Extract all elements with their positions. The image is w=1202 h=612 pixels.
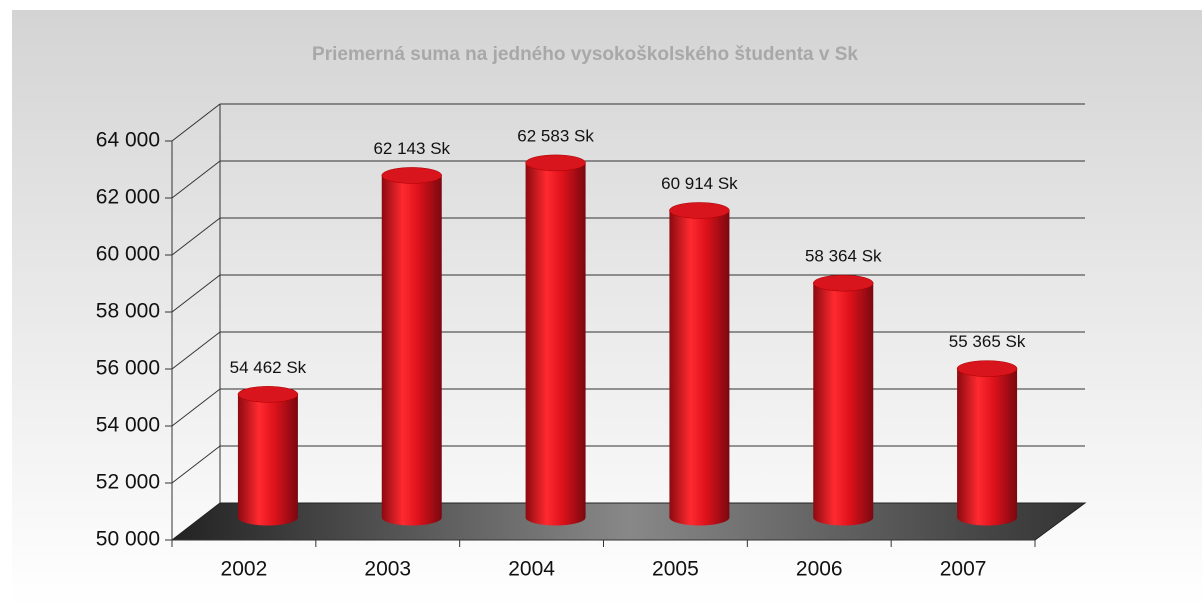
bar: [669, 210, 730, 526]
bar-top: [956, 360, 1018, 377]
bar: [381, 175, 442, 526]
bar-top: [381, 167, 442, 184]
grid-line-side: [171, 103, 221, 142]
value-label: 54 462 Sk: [230, 358, 307, 377]
grid-line-side: [171, 388, 221, 427]
x-tick-label: 2007: [940, 558, 987, 581]
x-tick-label: 2005: [652, 558, 699, 581]
bar: [813, 283, 874, 526]
value-label: 58 364 Sk: [805, 247, 882, 266]
grid-line-side: [171, 274, 221, 313]
bar-top: [813, 274, 874, 292]
cylinder: [956, 360, 1018, 526]
x-tick-label: 2003: [364, 558, 411, 581]
y-tick-label: 54 000: [96, 414, 160, 437]
value-label: 60 914 Sk: [661, 174, 738, 193]
y-tick-label: 52 000: [96, 471, 160, 494]
y-tick-label: 60 000: [96, 243, 160, 266]
x-tick-label: 2002: [221, 558, 268, 581]
value-label: 62 143 Sk: [373, 139, 450, 158]
x-tick-label: 2004: [508, 558, 555, 581]
y-tick-label: 64 000: [96, 129, 160, 152]
grid-line-side: [171, 445, 221, 484]
bar: [525, 162, 586, 526]
bar-top: [525, 154, 586, 172]
y-tick-label: 58 000: [96, 300, 160, 323]
value-label: 55 365 Sk: [949, 332, 1026, 351]
grid-line-side: [171, 160, 221, 199]
chart-title: Priemerná suma na jedného vysokoškolskéh…: [312, 44, 858, 65]
bar-top: [237, 386, 299, 403]
bar-top: [669, 202, 730, 219]
x-tick-label: 2006: [796, 558, 843, 581]
grid-line-side: [171, 331, 221, 370]
grid-line-side: [171, 217, 221, 256]
value-label: 62 583 Sk: [517, 126, 594, 145]
cylinder: [525, 154, 586, 526]
y-tick-label: 62 000: [96, 186, 160, 209]
floor: [170, 502, 1087, 541]
bar: [957, 368, 1018, 526]
y-tick-label: 56 000: [96, 357, 160, 380]
bar: [237, 394, 298, 526]
y-tick-label: 50 000: [96, 528, 160, 551]
cylinder: [381, 167, 442, 526]
cylinder: [813, 274, 874, 526]
cylinder: [237, 386, 299, 526]
cylinder: [669, 202, 730, 526]
